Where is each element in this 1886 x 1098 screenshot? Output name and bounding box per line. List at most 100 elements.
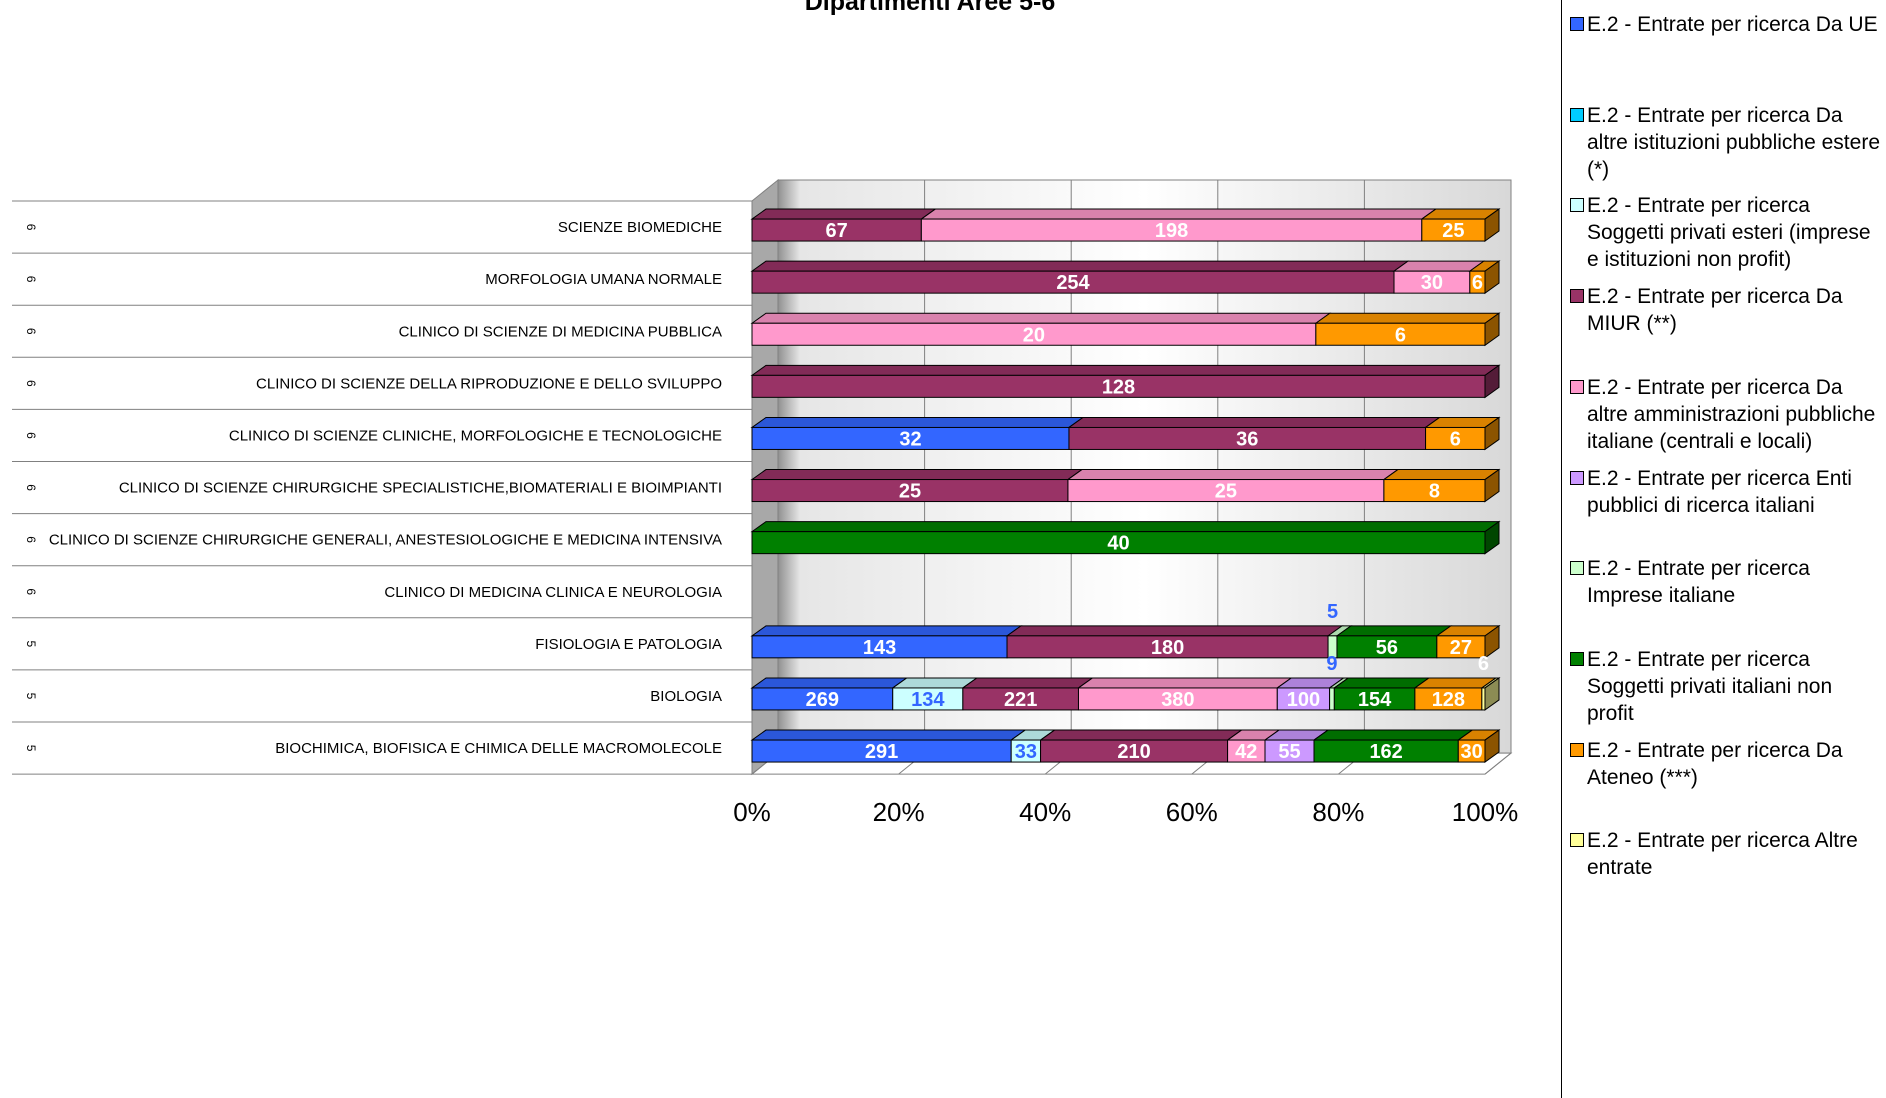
x-tick-label: 80% [1312, 797, 1364, 827]
bar-segment-top [1069, 417, 1440, 427]
area-label: 6 [24, 588, 38, 595]
category-label: BIOLOGIA [650, 688, 722, 705]
x-tick-label: 0% [733, 797, 771, 827]
area-label: 5 [24, 693, 38, 700]
legend-item: E.2 - Entrate per ricerca Imprese italia… [1570, 555, 1880, 609]
bar-segment-top [752, 730, 1025, 740]
bar-value-label: 154 [1358, 689, 1392, 711]
bar-segment-top [1316, 313, 1499, 323]
bar-segment-top [752, 626, 1021, 636]
legend-swatch [1570, 380, 1584, 394]
bar-value-label: 30 [1461, 741, 1483, 763]
bar-value-label: 380 [1161, 689, 1194, 711]
area-label: 6 [24, 328, 38, 335]
bar-value-label: 36 [1236, 428, 1258, 450]
legend-swatch [1570, 652, 1584, 666]
bar-segment-top [1007, 626, 1342, 636]
legend-swatch [1570, 289, 1584, 303]
bar-value-label: 25 [899, 481, 921, 503]
category-label: CLINICO DI SCIENZE CLINICHE, MORFOLOGICH… [229, 427, 722, 444]
bar-value-label: 143 [863, 637, 896, 659]
legend-swatch [1570, 198, 1584, 212]
bar-segment-top [1078, 678, 1291, 688]
bar-value-label: 30 [1421, 272, 1443, 294]
bar-segment-top [1041, 730, 1242, 740]
bar-segment-top [752, 365, 1499, 375]
legend-swatch [1570, 17, 1584, 31]
bar-value-label: 5 [1327, 601, 1338, 623]
bar-value-label: 254 [1056, 272, 1090, 294]
bar-segment-top [752, 470, 1082, 480]
area-label: 6 [24, 224, 38, 231]
bar-value-label: 55 [1278, 741, 1300, 763]
legend-label: E.2 - Entrate per ricerca Da UE [1587, 11, 1878, 38]
category-label: CLINICO DI SCIENZE DI MEDICINA PUBBLICA [399, 323, 722, 340]
bar-value-label: 20 [1023, 324, 1045, 346]
bar-value-label: 134 [911, 689, 945, 711]
area-label: 6 [24, 484, 38, 491]
bar-value-label: 128 [1432, 689, 1465, 711]
bar-value-label: 6 [1395, 324, 1406, 346]
bar-value-label: 128 [1102, 376, 1135, 398]
bar-value-label: 6 [1472, 272, 1483, 294]
bar-segment-top [1394, 261, 1484, 271]
bar-value-label: 9 [1326, 653, 1337, 675]
bar-value-label: 269 [806, 689, 839, 711]
legend-label: E.2 - Entrate per ricerca Enti pubblici … [1587, 465, 1880, 519]
bar-segment-top [752, 313, 1330, 323]
legend-item: E.2 - Entrate per ricerca Da altre ammin… [1570, 374, 1880, 455]
legend-item: E.2 - Entrate per ricerca Altre entrate [1570, 827, 1880, 881]
x-tick-label: 60% [1166, 797, 1218, 827]
category-label: CLINICO DI SCIENZE CHIRURGICHE SPECIALIS… [119, 480, 722, 497]
category-label: BIOCHIMICA, BIOFISICA E CHIMICA DELLE MA… [275, 740, 722, 757]
bar-value-label: 25 [1442, 220, 1464, 242]
legend-swatch [1570, 743, 1584, 757]
bar-segment-top [752, 261, 1408, 271]
legend-label: E.2 - Entrate per ricerca Imprese italia… [1587, 555, 1880, 609]
legend-item: E.2 - Entrate per ricerca Da MIUR (**) [1570, 283, 1880, 337]
category-label: FISIOLOGIA E PATOLOGIA [535, 636, 722, 653]
stacked-bar-chart: Dipartimenti Aree 5-6 0% 20% 40% 60% 80% 100%… [0, 0, 1561, 1091]
legend-swatch [1570, 108, 1584, 122]
bar-segment [1330, 688, 1335, 710]
bar-segment-top [1068, 470, 1398, 480]
bar-segment-top [1334, 678, 1429, 688]
x-tick-label: 100% [1452, 797, 1519, 827]
bar-value-label: 33 [1015, 741, 1037, 763]
bar-value-label: 40 [1107, 533, 1129, 555]
bar-segment-top [752, 678, 907, 688]
bar-value-label: 56 [1376, 637, 1398, 659]
bar-segment-top [963, 678, 1093, 688]
bar-value-label: 42 [1235, 741, 1257, 763]
legend-item: E.2 - Entrate per ricerca Da Ateneo (***… [1570, 737, 1880, 791]
x-tick-label: 40% [1019, 797, 1071, 827]
bar-segment-top [752, 522, 1499, 532]
legend-item: E.2 - Entrate per ricerca Da altre istit… [1570, 102, 1880, 183]
area-label: 6 [24, 536, 38, 543]
legend-item: E.2 - Entrate per ricerca Soggetti priva… [1570, 192, 1880, 273]
area-label: 5 [24, 745, 38, 752]
area-label: 5 [24, 641, 38, 648]
category-label: SCIENZE BIOMEDICHE [558, 219, 722, 236]
category-label: CLINICO DI MEDICINA CLINICA E NEUROLOGIA [384, 584, 722, 601]
legend-item: E.2 - Entrate per ricerca Da UE [1570, 11, 1880, 38]
bar-value-label: 6 [1450, 428, 1461, 450]
bar-segment-top [752, 417, 1083, 427]
bar-value-label: 198 [1155, 220, 1188, 242]
legend-swatch [1570, 561, 1584, 575]
legend: E.2 - Entrate per ricerca Da UE E.2 - Ent… [1561, 0, 1886, 1098]
legend-label: E.2 - Entrate per ricerca Altre entrate [1587, 827, 1880, 881]
legend-label: E.2 - Entrate per ricerca Da MIUR (**) [1587, 283, 1880, 337]
legend-swatch [1570, 833, 1584, 847]
bar-value-label: 210 [1117, 741, 1150, 763]
bar-segment-top [1314, 730, 1472, 740]
area-label: 6 [24, 276, 38, 283]
bar-value-label: 221 [1004, 689, 1037, 711]
bar-value-label: 180 [1151, 637, 1184, 659]
legend-item: E.2 - Entrate per ricerca Soggetti priva… [1570, 646, 1880, 727]
legend-label: E.2 - Entrate per ricerca Soggetti priva… [1587, 646, 1880, 727]
bar-value-label: 25 [1215, 481, 1237, 503]
legend-label: E.2 - Entrate per ricerca Da Ateneo (***… [1587, 737, 1880, 791]
x-tick-label: 20% [873, 797, 925, 827]
legend-item: E.2 - Entrate per ricerca Enti pubblici … [1570, 465, 1880, 519]
